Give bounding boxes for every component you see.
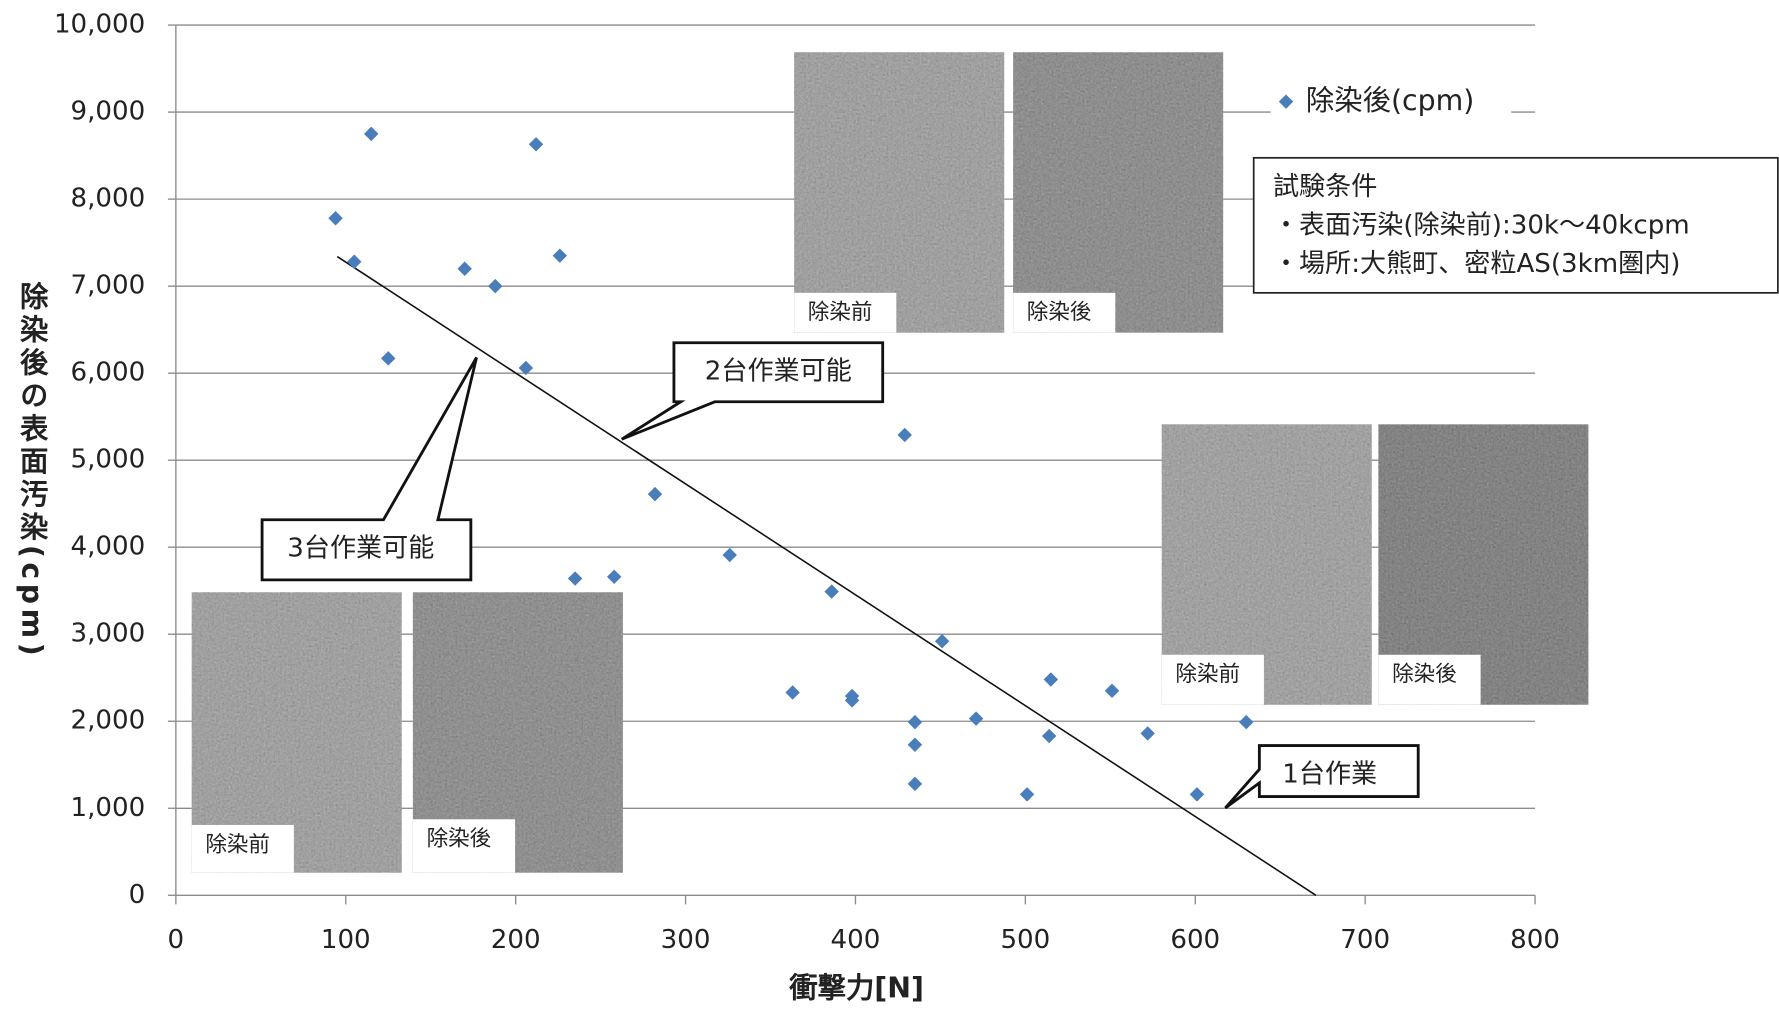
x-tick-label: 400 — [831, 925, 881, 955]
x-tick-label: 600 — [1170, 925, 1220, 955]
data-point — [723, 548, 737, 562]
page: 0 1,000 2,000 3,000 4,000 5,000 6,000 7,000 8,00… — [0, 0, 1779, 1010]
chart: 0 1,000 2,000 3,000 4,000 5,000 6,000 7,000 8,00… — [0, 0, 1779, 1010]
y-tick-label: 4,000 — [71, 532, 146, 562]
photo-label: 除染後 — [1027, 300, 1092, 325]
data-point — [1042, 729, 1056, 743]
data-point — [1239, 715, 1253, 729]
callout: 3台作業可能 — [262, 358, 476, 580]
y-tick-label: 10,000 — [54, 10, 145, 40]
data-point — [488, 279, 502, 293]
photo-texture — [1013, 52, 1223, 332]
x-axis-title: 衝撃力[N] — [788, 971, 924, 1004]
data-point — [457, 262, 471, 276]
conditions-title: 試験条件 — [1273, 172, 1377, 202]
conditions-line: ・場所:大熊町、密粒AS(3km圏内) — [1273, 249, 1681, 279]
x-tick-label: 700 — [1340, 925, 1390, 955]
y-tick-label: 3,000 — [71, 619, 146, 649]
data-point — [381, 351, 395, 365]
data-point — [908, 738, 922, 752]
data-point — [568, 571, 582, 585]
data-point — [529, 137, 543, 151]
photo: 除染後 — [1013, 52, 1223, 332]
x-tick-label: 0 — [168, 925, 185, 955]
conditions-line: ・表面汚染(除染前):30k～40kcpm — [1273, 210, 1690, 240]
photo-label: 除染前 — [1175, 662, 1240, 687]
x-tick-label: 200 — [491, 925, 541, 955]
photo-label: 除染後 — [427, 827, 492, 852]
data-point — [648, 487, 662, 501]
y-tick-label: 9,000 — [71, 97, 146, 127]
photo: 除染後 — [1378, 424, 1588, 704]
data-point — [1020, 787, 1034, 801]
x-tick-label: 300 — [661, 925, 711, 955]
data-point — [1105, 684, 1119, 698]
data-point — [908, 777, 922, 791]
y-tick-label: 0 — [129, 880, 146, 910]
y-tick-label: 7,000 — [71, 271, 146, 301]
data-point — [364, 127, 378, 141]
data-point — [935, 634, 949, 648]
data-point — [824, 584, 838, 598]
y-tick-label: 8,000 — [71, 184, 146, 214]
y-tick-label: 1,000 — [71, 793, 146, 823]
photo-label: 除染前 — [808, 300, 873, 325]
photo: 除染前 — [192, 592, 402, 872]
annotation: 2台作業可能 — [705, 357, 852, 387]
data-point — [898, 428, 912, 442]
y-axis-title: 除染後の表面汚染(cpm) — [16, 281, 49, 661]
data-point — [607, 570, 621, 584]
photo-label: 除染後 — [1392, 662, 1457, 687]
y-tick-label: 5,000 — [71, 445, 146, 475]
y-tick-label: 6,000 — [71, 358, 146, 388]
data-point — [347, 255, 361, 269]
photo: 除染後 — [413, 592, 623, 872]
data-point — [785, 685, 799, 699]
data-point — [1140, 726, 1154, 740]
photo: 除染前 — [1162, 424, 1372, 704]
annotation: 1台作業 — [1282, 760, 1377, 790]
y-tick-label: 2,000 — [71, 706, 146, 736]
data-point — [969, 711, 983, 725]
x-tick-label: 500 — [1000, 925, 1050, 955]
callout: 1台作業 — [1225, 746, 1418, 808]
data-point — [553, 248, 567, 262]
data-point — [1044, 672, 1058, 686]
data-point — [328, 211, 342, 225]
callout: 2台作業可能 — [622, 343, 883, 439]
data-point — [908, 715, 922, 729]
annotation: 3台作業可能 — [287, 534, 434, 564]
x-tick-label: 100 — [321, 925, 371, 955]
photo-texture — [794, 52, 1004, 332]
photo: 除染前 — [794, 52, 1004, 332]
legend-label: 除染後(cpm) — [1306, 84, 1474, 117]
x-tick-label: 800 — [1510, 925, 1560, 955]
data-point — [1190, 787, 1204, 801]
photo-label: 除染前 — [205, 832, 270, 857]
